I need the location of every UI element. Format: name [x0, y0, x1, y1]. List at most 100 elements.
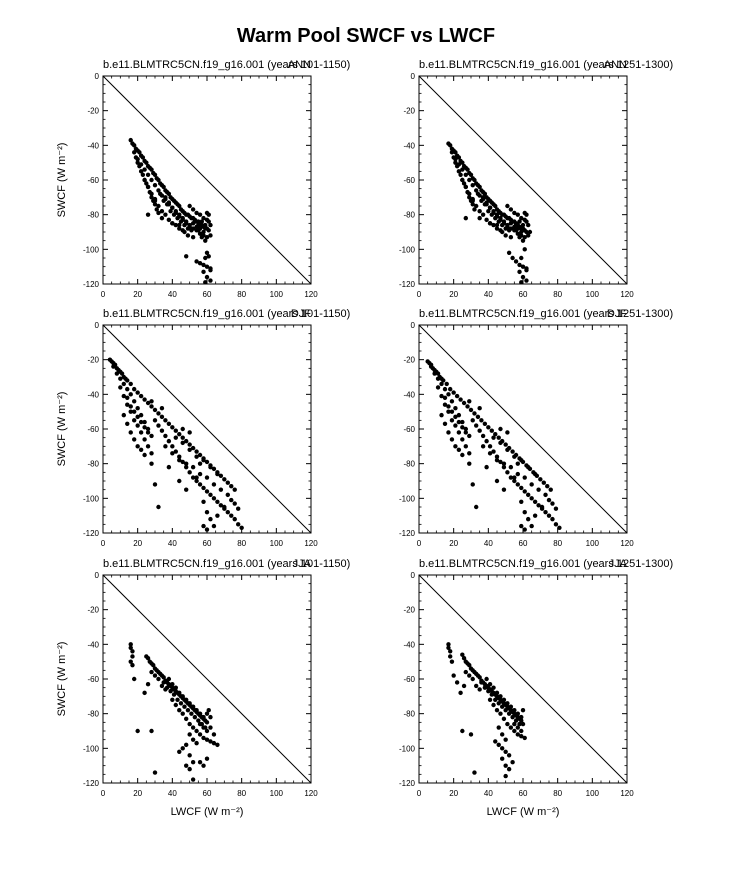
data-point	[448, 649, 453, 654]
data-point	[135, 406, 140, 411]
data-point	[501, 697, 507, 702]
data-point	[149, 433, 154, 439]
data-point	[184, 438, 189, 444]
data-point	[460, 452, 465, 458]
x-tick-label: 40	[168, 789, 177, 798]
data-point	[197, 711, 203, 716]
data-point	[468, 732, 474, 737]
data-point	[444, 381, 449, 387]
data-point	[515, 732, 520, 737]
y-tick-label: 0	[95, 72, 100, 81]
data-point	[496, 219, 501, 224]
data-point	[508, 704, 514, 709]
y-tick-label: -80	[403, 710, 415, 719]
data-point	[512, 721, 517, 727]
data-point	[201, 499, 206, 504]
data-point	[156, 210, 161, 216]
data-point	[470, 196, 475, 202]
data-point	[546, 513, 552, 518]
data-point	[135, 390, 140, 395]
data-point	[203, 222, 208, 228]
data-point	[448, 386, 453, 392]
data-point	[432, 371, 437, 376]
data-point	[508, 464, 514, 470]
data-point	[138, 419, 144, 425]
data-point	[513, 228, 519, 233]
data-point	[493, 215, 498, 221]
data-point	[506, 753, 512, 758]
data-point	[171, 212, 177, 217]
data-point	[132, 437, 137, 442]
data-point	[480, 195, 486, 200]
data-point	[491, 449, 496, 454]
data-point	[189, 228, 194, 233]
data-point	[461, 400, 467, 406]
data-point	[480, 444, 486, 449]
x-tick-label: 120	[304, 789, 318, 798]
data-point	[201, 523, 206, 529]
data-point	[142, 452, 147, 458]
data-point	[486, 688, 491, 694]
data-point	[132, 150, 137, 155]
data-point	[519, 728, 524, 734]
data-point	[519, 255, 524, 261]
data-point	[164, 202, 170, 207]
data-point	[524, 229, 529, 235]
data-point	[128, 381, 133, 387]
data-point	[204, 250, 210, 255]
data-point	[472, 207, 477, 212]
x-axis-label: LWCF (W m⁻²)	[487, 806, 560, 818]
data-point	[506, 228, 512, 233]
data-point	[524, 278, 529, 283]
data-point	[515, 482, 520, 487]
data-point	[149, 177, 154, 183]
data-point	[177, 458, 182, 463]
data-point	[194, 259, 199, 264]
x-tick-label: 120	[304, 290, 318, 299]
y-axis-label: SWCF (W m⁻²)	[56, 143, 68, 218]
data-point	[442, 402, 448, 407]
data-point	[474, 683, 479, 689]
data-point	[522, 510, 527, 515]
data-point	[232, 501, 237, 506]
data-point	[446, 409, 451, 414]
y-tick-label: 0	[95, 571, 100, 580]
data-point	[477, 675, 482, 680]
data-point	[128, 430, 133, 435]
data-point	[149, 451, 154, 456]
data-point	[513, 259, 519, 264]
data-point	[475, 414, 481, 420]
data-point	[177, 454, 182, 459]
data-point	[505, 430, 510, 435]
data-point	[467, 177, 472, 183]
data-point	[180, 435, 185, 440]
data-point	[428, 364, 434, 369]
data-point	[512, 210, 517, 216]
data-point	[130, 662, 135, 668]
data-point	[208, 464, 213, 470]
data-point	[524, 266, 529, 271]
scatter-panel: b.e11.BLMTRC5CN.f19_g16.001 (years 101-1…	[56, 558, 350, 818]
data-point	[161, 184, 166, 190]
data-point	[196, 222, 201, 228]
data-point	[494, 212, 500, 217]
data-point	[170, 444, 175, 449]
data-point	[543, 492, 548, 498]
data-point	[149, 195, 154, 200]
data-point	[204, 510, 210, 515]
data-point	[180, 440, 185, 446]
data-point	[500, 229, 505, 235]
data-point	[460, 177, 465, 183]
panel-title: b.e11.BLMTRC5CN.f19_g16.001 (years 1251-…	[419, 59, 673, 71]
scatter-panel: b.e11.BLMTRC5CN.f19_g16.001 (years 1251-…	[399, 59, 673, 299]
data-point	[208, 516, 213, 522]
data-point	[154, 207, 159, 212]
data-point	[520, 222, 526, 228]
data-point	[539, 504, 545, 510]
data-point	[496, 742, 501, 748]
data-point	[170, 221, 175, 226]
data-point	[517, 721, 522, 727]
data-point	[208, 714, 213, 720]
data-point	[500, 222, 505, 228]
x-tick-label: 80	[237, 290, 246, 299]
